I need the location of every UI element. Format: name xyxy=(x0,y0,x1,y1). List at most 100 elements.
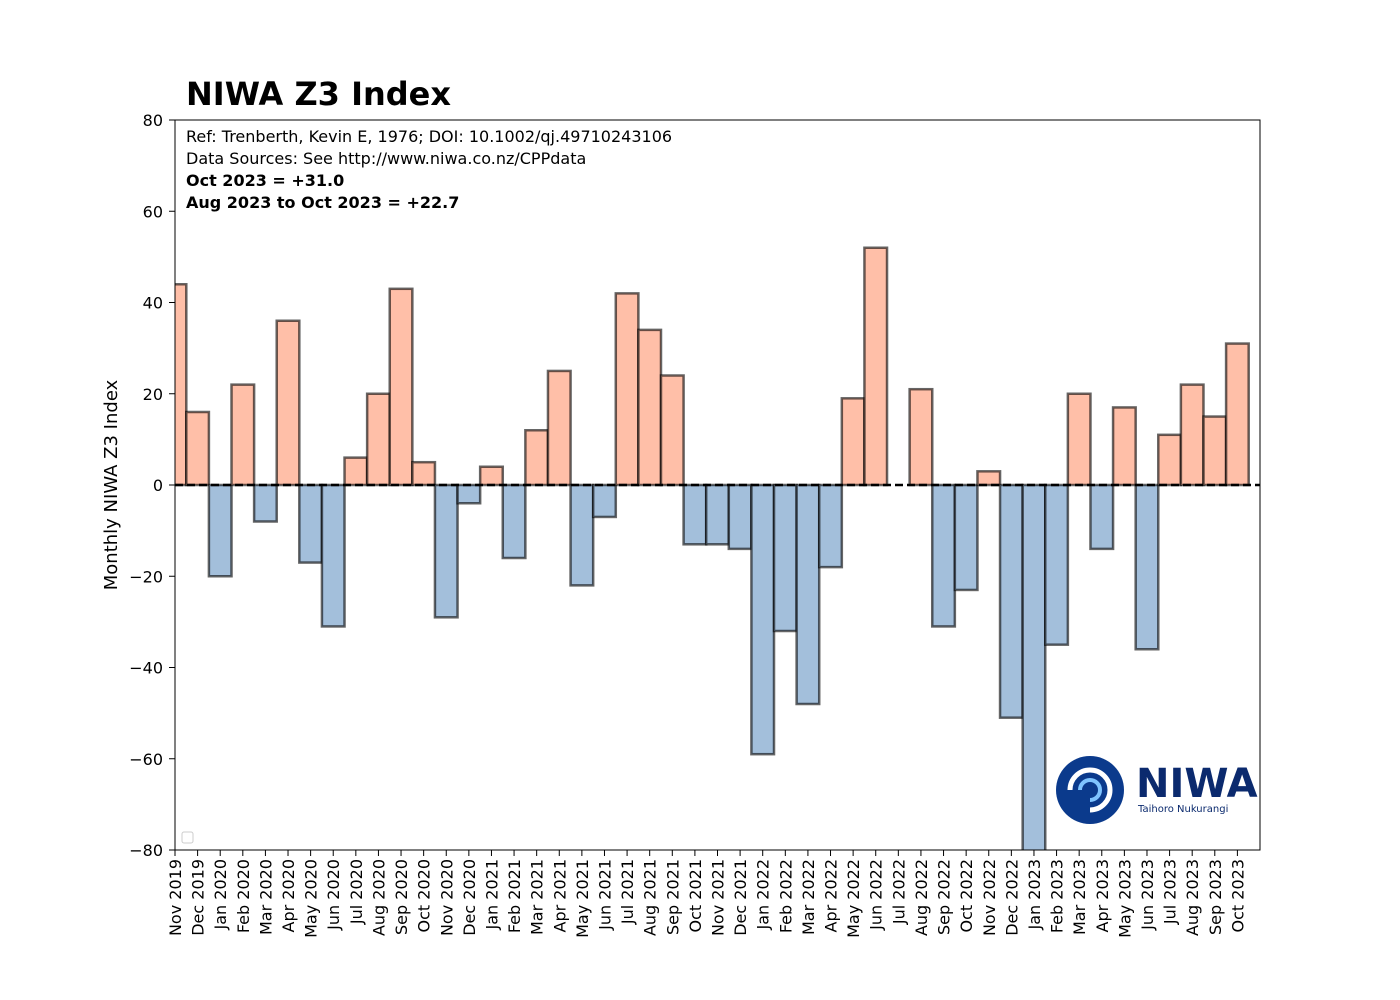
y-tick-label: 60 xyxy=(143,202,163,221)
x-tick-label: Feb 2023 xyxy=(1048,859,1067,933)
bar xyxy=(433,483,459,619)
x-tick-label: Mar 2023 xyxy=(1070,859,1089,935)
bar xyxy=(275,319,301,487)
x-tick-label: Jan 2023 xyxy=(1025,859,1044,930)
logo-mark xyxy=(1056,756,1124,824)
legend-box xyxy=(181,831,194,844)
x-tick-label: Dec 2019 xyxy=(189,859,208,936)
annotation: Ref: Trenberth, Kevin E, 1976; DOI: 10.1… xyxy=(186,127,672,146)
x-tick-label: Feb 2021 xyxy=(505,859,524,933)
y-tick-label: 20 xyxy=(143,385,163,404)
x-tick-label: Apr 2020 xyxy=(279,859,298,932)
bar xyxy=(637,328,663,487)
x-tick-label: Jul 2020 xyxy=(347,859,366,925)
bar xyxy=(1044,483,1070,646)
bar xyxy=(501,483,527,560)
bar xyxy=(772,483,798,633)
x-tick-label: Nov 2022 xyxy=(980,859,999,936)
bar xyxy=(930,483,957,628)
x-tick-label: Jan 2020 xyxy=(211,859,230,930)
bar xyxy=(1066,392,1092,487)
y-tick-label: −40 xyxy=(129,659,163,678)
x-tick-label: Feb 2022 xyxy=(776,859,795,933)
bar xyxy=(456,483,482,505)
x-tick-label: Oct 2020 xyxy=(415,859,434,932)
bar xyxy=(207,483,233,578)
y-tick-label: −60 xyxy=(129,750,163,769)
annotation: Aug 2023 to Oct 2023 = +22.7 xyxy=(186,193,459,212)
y-tick-label: 40 xyxy=(143,294,163,313)
x-tick-label: Jun 2020 xyxy=(324,859,343,931)
x-tick-label: Jul 2022 xyxy=(889,859,908,925)
x-tick-label: Apr 2022 xyxy=(822,859,841,932)
x-tick-label: Feb 2020 xyxy=(234,859,253,933)
bar xyxy=(659,374,685,487)
bar xyxy=(411,460,437,487)
bar xyxy=(569,483,595,587)
bar xyxy=(998,483,1024,719)
logo-swirl xyxy=(1078,778,1102,802)
bar xyxy=(343,456,369,487)
bar xyxy=(252,483,278,523)
plot-area xyxy=(175,246,1260,850)
bar xyxy=(388,287,414,487)
y-tick-label: −80 xyxy=(129,841,163,860)
bar xyxy=(953,483,979,592)
x-tick-label: Nov 2021 xyxy=(709,859,728,936)
x-tick-label: Sep 2023 xyxy=(1206,859,1225,935)
bar xyxy=(817,483,844,569)
x-tick-label: May 2022 xyxy=(844,859,863,938)
bar xyxy=(365,392,391,487)
bar xyxy=(614,292,640,487)
bar xyxy=(727,483,753,551)
x-tick-label: Oct 2021 xyxy=(686,859,705,932)
x-tick-label: Aug 2023 xyxy=(1183,859,1202,936)
logo: NIWA Taihoro Nukurangi xyxy=(1056,756,1258,824)
bar xyxy=(524,429,550,487)
annotation: Data Sources: See http://www.niwa.co.nz/… xyxy=(186,149,586,168)
bar xyxy=(1157,433,1183,487)
x-tick-label: Dec 2022 xyxy=(1002,859,1021,936)
bar xyxy=(750,483,776,756)
x-tick-label: Jul 2021 xyxy=(618,859,637,925)
x-tick-label: Apr 2021 xyxy=(550,859,569,932)
x-tick-label: Jun 2022 xyxy=(867,859,886,931)
logo-subtext: Taihoro Nukurangi xyxy=(1137,804,1228,815)
x-tick-label: Mar 2021 xyxy=(528,859,547,935)
x-tick-label: Jul 2023 xyxy=(1161,859,1180,925)
x-tick-label: Apr 2023 xyxy=(1093,859,1112,932)
bar xyxy=(1111,406,1137,487)
bar xyxy=(546,369,572,487)
bar xyxy=(1179,383,1205,487)
bar xyxy=(298,483,324,564)
x-tick-label: Oct 2023 xyxy=(1228,859,1247,932)
x-tick-label: Aug 2022 xyxy=(912,859,931,936)
y-axis-label: Monthly NIWA Z3 Index xyxy=(101,379,122,590)
x-tick-label: Aug 2020 xyxy=(369,859,388,936)
x-tick-label: May 2020 xyxy=(302,859,321,938)
bar xyxy=(1224,342,1250,487)
y-tick-label: 0 xyxy=(153,476,163,495)
x-tick-label: Dec 2020 xyxy=(460,859,479,936)
bar xyxy=(704,483,731,546)
x-tick-label: Jun 2023 xyxy=(1138,859,1157,931)
y-tick-label: −20 xyxy=(129,567,163,586)
bar xyxy=(1202,415,1228,487)
x-tick-label: Jun 2021 xyxy=(595,859,614,931)
logo-text: NIWA xyxy=(1136,761,1258,807)
x-tick-label: Nov 2020 xyxy=(437,859,456,936)
x-tick-label: Sep 2022 xyxy=(935,859,954,935)
x-tick-label: Mar 2020 xyxy=(256,859,275,935)
bar xyxy=(840,397,866,487)
x-tick-label: Jan 2022 xyxy=(754,859,773,930)
bar xyxy=(1021,483,1047,850)
chart-title: NIWA Z3 Index xyxy=(186,75,451,113)
y-tick-label: 80 xyxy=(143,111,163,130)
bar xyxy=(1089,483,1115,551)
bar xyxy=(976,470,1002,487)
x-tick-label: Dec 2021 xyxy=(731,859,750,936)
bar xyxy=(478,465,505,487)
x-tick-label: Aug 2021 xyxy=(641,859,660,936)
x-tick-label: May 2021 xyxy=(573,859,592,938)
